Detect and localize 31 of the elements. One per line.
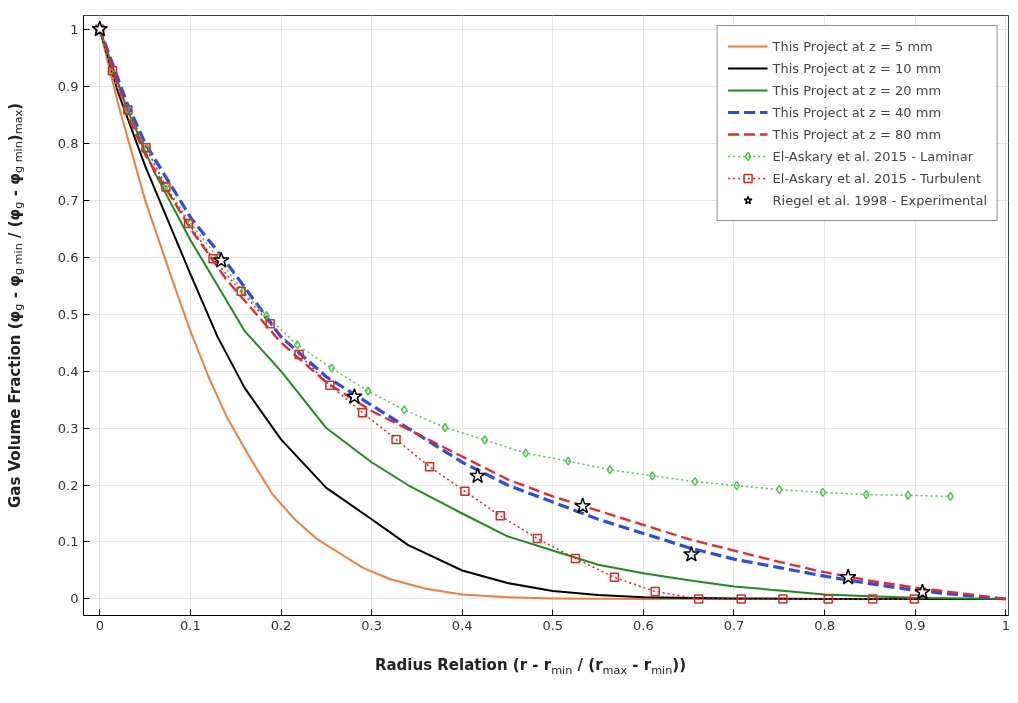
y-tick-label: 0.2 bbox=[57, 477, 79, 493]
x-tick-label: 0.6 bbox=[633, 617, 654, 633]
y-tick-label: 0 bbox=[70, 591, 79, 607]
y-tick-label: 0.9 bbox=[57, 78, 79, 94]
x-axis-title: Radius Relation (r - r$_{min}$ / (r$_{max}$ - r$_{min}$)) bbox=[373, 655, 688, 679]
legend-label: El-Askary et al. 2015 - Turbulent bbox=[772, 170, 981, 186]
legend-label: El-Askary et al. 2015 - Laminar bbox=[772, 148, 974, 164]
x-tick-label: 0.4 bbox=[451, 617, 473, 633]
x-tick-label: 0.3 bbox=[361, 617, 382, 633]
y-tick-label: 0.1 bbox=[57, 534, 79, 550]
y-tick-label: 0.8 bbox=[57, 135, 79, 151]
legend-label: This Project at z = 5 mm bbox=[772, 38, 933, 54]
x-tick-label: 0.8 bbox=[814, 617, 835, 633]
x-tick-label: 0.2 bbox=[270, 617, 292, 633]
x-tick-label: 1 bbox=[1001, 617, 1010, 633]
y-tick-label: 0.6 bbox=[57, 249, 79, 265]
legend-label: This Project at z = 40 mm bbox=[772, 104, 942, 120]
x-tick-label: 0.7 bbox=[723, 617, 745, 633]
y-tick-label: 0.3 bbox=[57, 420, 79, 436]
x-tick-label: 0.1 bbox=[180, 617, 201, 633]
legend-label: This Project at z = 20 mm bbox=[772, 82, 942, 98]
y-tick-label: 0.5 bbox=[57, 306, 79, 322]
x-tick-label: 0.9 bbox=[904, 617, 926, 633]
legend-label: This Project at z = 80 mm bbox=[772, 126, 942, 142]
y-tick-label: 1 bbox=[70, 21, 79, 37]
legend-label: Riegel et al. 1998 - Experimental bbox=[772, 192, 987, 208]
x-tick-label: 0 bbox=[95, 617, 104, 633]
legend-label: This Project at z = 10 mm bbox=[772, 60, 942, 76]
y-tick-label: 0.4 bbox=[57, 363, 79, 379]
y-tick-label: 0.7 bbox=[57, 192, 79, 208]
x-tick-label: 0.5 bbox=[542, 617, 564, 633]
